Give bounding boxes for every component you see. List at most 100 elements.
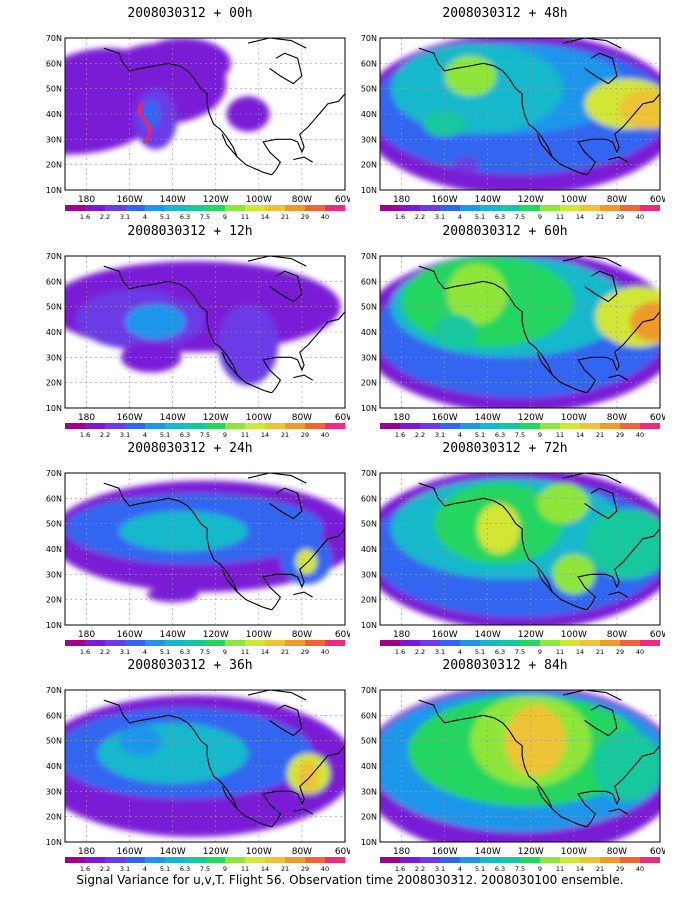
latitude-label: 10N <box>46 621 62 630</box>
colorbar-swatch <box>305 857 325 863</box>
colorbar-label: 3.1 <box>120 648 130 655</box>
colorbar-swatch <box>65 423 85 429</box>
colorbar-label: 29 <box>616 648 624 655</box>
coastline <box>577 745 660 828</box>
latitude-label: 40N <box>46 545 62 554</box>
colorbar-swatch <box>540 857 560 863</box>
colorbar-swatch <box>325 423 345 429</box>
colorbar-swatch <box>600 423 620 429</box>
coastline <box>103 47 272 176</box>
coastline <box>536 134 553 158</box>
colorbar-label: 4 <box>143 865 147 872</box>
variance-contour <box>125 304 186 340</box>
coastline <box>269 487 303 520</box>
colorbar-swatch <box>480 640 500 646</box>
colorbar-label: 2.2 <box>415 865 425 872</box>
colorbar-swatch <box>480 857 500 863</box>
colorbar-swatch <box>540 423 560 429</box>
colorbar-label: 1.6 <box>395 431 405 438</box>
latitude-label: 30N <box>46 135 62 144</box>
colorbar-swatch <box>500 205 520 211</box>
latitude-label: 60N <box>46 711 62 720</box>
colorbar-swatch <box>620 423 640 429</box>
longitude-label: 160W <box>117 413 143 423</box>
coastline <box>269 270 303 303</box>
colorbar-label: 2.2 <box>415 213 425 220</box>
colorbar-swatch <box>65 640 85 646</box>
colorbar-label: 40 <box>321 213 329 220</box>
latitude-label: 60N <box>361 277 377 286</box>
coastline <box>247 38 307 49</box>
latitude-label: 50N <box>46 85 62 94</box>
variance-contour <box>297 760 320 792</box>
longitude-label: 140W <box>475 413 501 423</box>
colorbar-label: 6.3 <box>180 865 190 872</box>
colorbar-swatch <box>105 640 125 646</box>
map-panel: 2008030312 + 24h 10N 20N 30N 40N 50N 60N 70N 180… <box>30 441 350 655</box>
coastline <box>293 156 313 163</box>
colorbar-swatch <box>500 423 520 429</box>
colorbar-swatch <box>420 205 440 211</box>
latitude-label: 10N <box>46 838 62 847</box>
colorbar-label: 4 <box>458 431 462 438</box>
colorbar-swatch <box>185 423 205 429</box>
colorbar-swatch <box>85 857 105 863</box>
colorbar-swatch <box>420 857 440 863</box>
latitude-label: 30N <box>361 135 377 144</box>
variance-contour <box>217 304 279 386</box>
colorbar-label: 6.3 <box>495 648 505 655</box>
colorbar-label: 40 <box>636 431 644 438</box>
longitude-label: 60W <box>335 847 350 857</box>
colorbar-swatch <box>145 640 165 646</box>
latitude-label: 20N <box>46 161 62 170</box>
flight-observation-point <box>143 140 147 144</box>
latitude-label: 20N <box>46 813 62 822</box>
longitude-label: 140W <box>160 630 186 640</box>
colorbar-label: 11 <box>556 431 564 438</box>
map-panel: 2008030312 + 36h 10N 20N 30N 40N 50N 60N 70N 180… <box>30 658 350 872</box>
colorbar-label: 5.1 <box>160 213 170 220</box>
colorbar-swatch <box>400 857 420 863</box>
colorbar-swatch <box>125 205 145 211</box>
colorbar-label: 5.1 <box>475 648 485 655</box>
colorbar-label: 1.6 <box>395 648 405 655</box>
variance-contour <box>97 722 249 784</box>
colorbar-swatch <box>225 423 245 429</box>
longitude-label: 80W <box>607 847 627 857</box>
longitude-label: 80W <box>292 847 312 857</box>
colorbar-swatch <box>325 640 345 646</box>
colorbar-label: 29 <box>301 431 309 438</box>
latitude-label: 70N <box>361 469 377 478</box>
variance-contour <box>446 263 508 325</box>
colorbar-label: 2.2 <box>415 431 425 438</box>
colorbar-label: 4 <box>143 648 147 655</box>
coastline <box>262 311 345 394</box>
colorbar-swatch <box>185 640 205 646</box>
latitude-label: 30N <box>46 570 62 579</box>
coastline <box>536 569 553 593</box>
latitude-label: 60N <box>46 59 62 68</box>
panel-title: 2008030312 + 72h <box>442 441 568 456</box>
colorbar-swatch <box>440 205 460 211</box>
variance-contour <box>161 266 292 307</box>
colorbar-label: 1.6 <box>80 213 90 220</box>
colorbar-swatch <box>640 640 660 646</box>
coastline <box>584 487 618 520</box>
colorbar-swatch <box>205 205 225 211</box>
longitude-label: 60W <box>335 195 350 205</box>
colorbar-label: 21 <box>281 213 289 220</box>
latitude-label: 30N <box>361 570 377 579</box>
colorbar-swatch <box>580 640 600 646</box>
colorbar-label: 3.1 <box>120 431 130 438</box>
colorbar-swatch <box>560 640 580 646</box>
longitude-label: 80W <box>292 630 312 640</box>
longitude-label: 80W <box>292 195 312 205</box>
colorbar-label: 29 <box>616 213 624 220</box>
colorbar-label: 29 <box>616 865 624 872</box>
latitude-label: 60N <box>361 711 377 720</box>
colorbar-label: 9 <box>223 431 227 438</box>
latitude-label: 50N <box>46 303 62 312</box>
flight-observation-point <box>145 122 149 126</box>
longitude-label: 180 <box>78 630 95 640</box>
map-panel: 2008030312 + 12h 10N 20N 30N 40N 50N 60N 70N 180… <box>30 224 350 438</box>
